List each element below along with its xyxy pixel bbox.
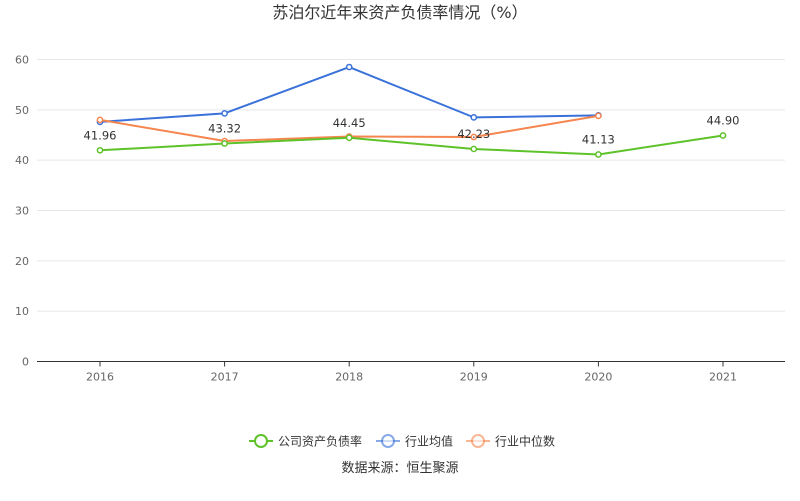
data-label: 44.45 [333,116,366,130]
data-label: 42.23 [457,127,490,141]
y-tick-label: 10 [15,305,29,318]
legend-marker [254,434,268,448]
legend-label: 行业均值 [405,434,453,449]
x-axis: 2016 2017 2018 2019 2020 2021 [37,361,785,384]
series-group [96,63,727,158]
data-labels: 41.96 43.32 44.45 42.23 41.13 44.90 [84,114,740,147]
data-point[interactable] [221,140,228,147]
y-tick-label: 40 [15,154,29,167]
data-point[interactable] [221,110,228,117]
data-point[interactable] [345,134,353,142]
x-tick-label: 2018 [335,371,363,384]
series-line [99,134,724,156]
legend-item[interactable]: 行业均值 [376,434,453,449]
data-point[interactable] [595,151,602,158]
chart-title: 苏泊尔近年来资产负债率情况（%） [272,3,527,22]
series-0 [96,132,727,158]
legend-item[interactable]: 公司资产负债率 [249,434,362,449]
x-tick-label: 2021 [709,371,737,384]
x-tick-label: 2016 [86,371,114,384]
data-point[interactable] [96,116,104,124]
y-tick-label: 0 [22,356,29,369]
y-tick-label: 20 [15,255,29,268]
data-label: 41.13 [582,132,615,146]
x-tick-label: 2020 [584,371,612,384]
y-tick-label: 60 [15,54,29,67]
data-label: 41.96 [84,128,117,142]
legend-label: 公司资产负债率 [278,434,362,449]
data-point[interactable] [96,146,104,154]
series-line [99,66,599,123]
x-tick-label: 2017 [211,371,239,384]
data-point[interactable] [470,145,478,153]
data-point[interactable] [470,114,478,121]
legend-marker [471,434,485,448]
data-point[interactable] [345,63,353,71]
legend-item[interactable]: 行业中位数 [466,434,555,449]
y-tick-label: 30 [15,205,29,218]
data-point[interactable] [595,112,602,120]
data-point[interactable] [470,133,478,141]
x-tick-label: 2019 [460,371,488,384]
y-tick-label: 50 [15,104,29,117]
legend-marker [381,434,395,448]
legend[interactable]: 公司资产负债率 行业均值 行业中位数 [249,434,555,449]
grid [37,59,785,312]
data-point[interactable] [719,132,727,139]
data-label: 44.90 [707,114,740,128]
legend-label: 行业中位数 [495,434,555,449]
y-axis: 0 10 20 30 40 50 60 [15,54,29,369]
source-note: 数据来源：恒生聚源 [341,461,458,476]
data-label: 43.32 [208,121,241,135]
